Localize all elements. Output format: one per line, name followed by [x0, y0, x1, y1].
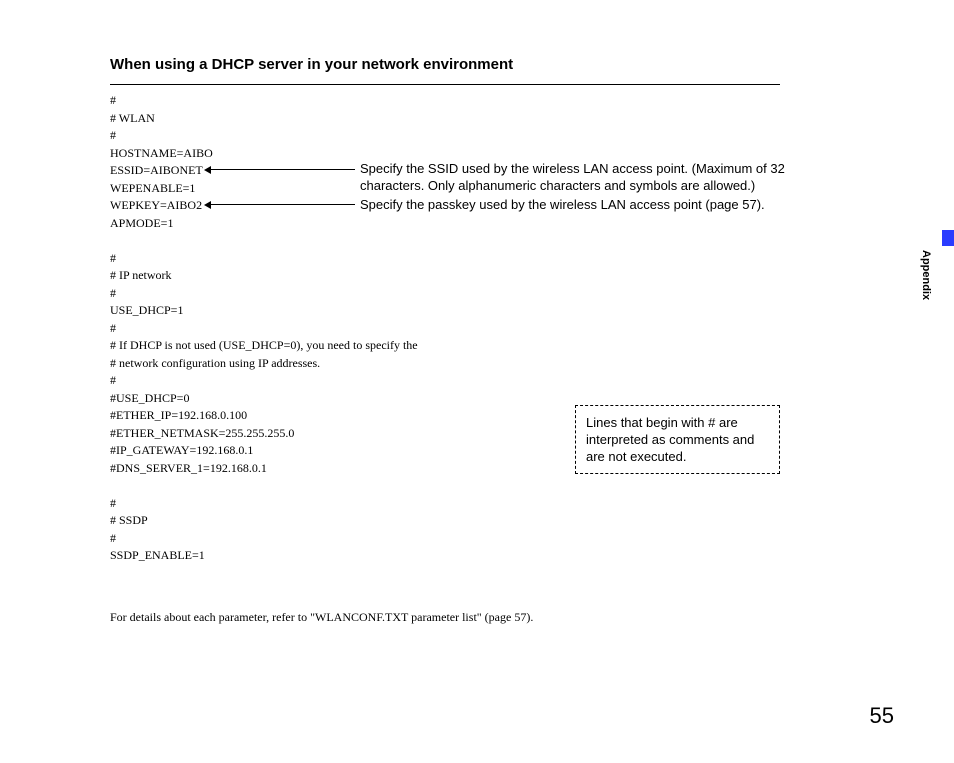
side-section-label: Appendix [920, 250, 932, 300]
section-heading: When using a DHCP server in your network… [110, 56, 513, 73]
annotation-essid: Specify the SSID used by the wireless LA… [360, 160, 785, 194]
annotation-essid-line1: Specify the SSID used by the wireless LA… [360, 161, 785, 176]
horizontal-rule [110, 84, 780, 85]
footnote-text: For details about each parameter, refer … [110, 610, 533, 625]
annotation-wepkey: Specify the passkey used by the wireless… [360, 196, 765, 213]
arrow-to-essid [210, 169, 355, 170]
page-number: 55 [870, 703, 894, 729]
side-tab [942, 230, 954, 246]
page: When using a DHCP server in your network… [0, 0, 954, 763]
comment-note-box: Lines that begin with # are interpreted … [575, 405, 780, 474]
annotation-essid-line2: characters. Only alphanumeric characters… [360, 178, 755, 193]
arrow-to-wepkey [210, 204, 355, 205]
